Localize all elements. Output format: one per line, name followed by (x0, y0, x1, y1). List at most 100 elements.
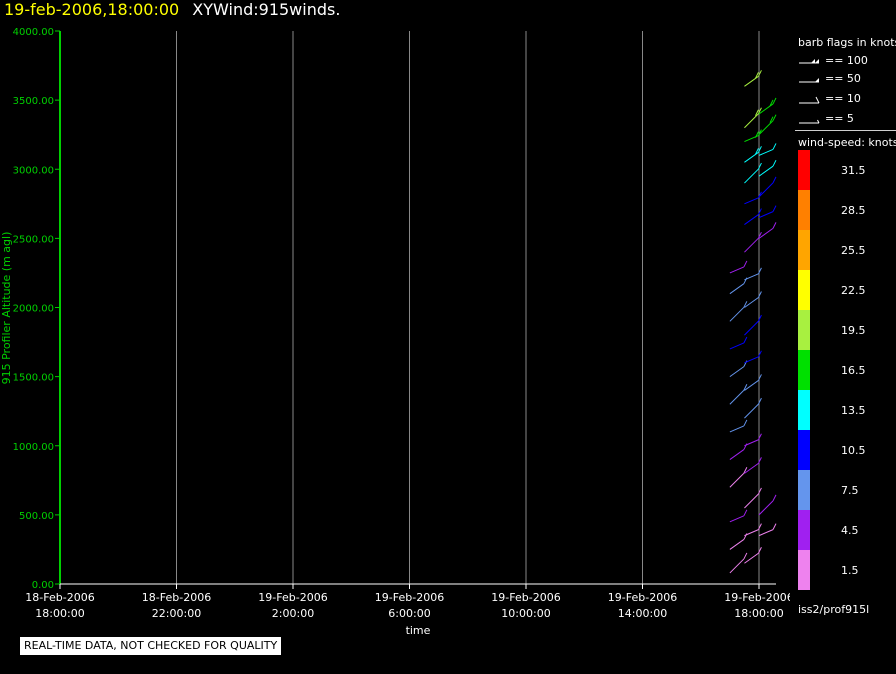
wind-barb (758, 494, 777, 516)
barb-tick (754, 148, 759, 155)
wind-barb (744, 291, 762, 308)
legend-panel: barb flags in knots == 100 == 50 == 10 =… (795, 28, 896, 624)
x-tick-label-time: 6:00:00 (388, 607, 430, 620)
wind-barb (744, 267, 762, 281)
colorbar-swatch (798, 190, 810, 230)
colorbar-swatch (798, 550, 810, 590)
barb-tick (757, 547, 762, 554)
wind-barb (729, 360, 748, 378)
barb-shaft (758, 148, 774, 156)
barb-tick (772, 114, 777, 121)
barb-shaft (729, 472, 745, 488)
barb-legend-label: == 100 (825, 54, 868, 67)
barb-tick (754, 131, 759, 138)
barb-legend-5: == 5 (797, 112, 895, 128)
barb-shaft (758, 211, 774, 219)
wind-barb-plot: 0.00 500.00 1000.00 1500.00 2000.00 2500.00 30… (0, 27, 790, 637)
barb-tick (772, 205, 777, 212)
colorbar-swatch (798, 310, 810, 350)
wind-barb (744, 374, 762, 391)
x-tick-label-time: 18:00:00 (734, 607, 783, 620)
wind-barb (729, 260, 748, 274)
colorbar-label: 1.5 (841, 564, 859, 577)
barb-shaft (729, 283, 745, 295)
header-title: XYWind:915winds. (192, 0, 341, 19)
barb-shaft (744, 380, 759, 391)
wind-barbs (729, 70, 777, 574)
barb-legend-label: == 10 (825, 92, 861, 105)
barb-flag-50-icon (799, 78, 819, 83)
barb-tick (769, 116, 774, 123)
barb-tick (757, 314, 762, 322)
grid-lines (176, 31, 760, 584)
axes: 0.00 500.00 1000.00 1500.00 2000.00 2500.00 30… (13, 27, 790, 620)
wind-barb (744, 231, 762, 253)
y-axis-label: 915 Profiler Altitude (m agl) (0, 232, 13, 385)
source-label: iss2/prof915l (798, 603, 870, 616)
y-tick-label: 3000.00 (13, 165, 54, 176)
wind-barb (744, 70, 762, 87)
legend-divider (795, 130, 896, 131)
x-tick-label-time: 10:00:00 (501, 607, 550, 620)
wind-barb (729, 301, 748, 322)
barb-shaft (744, 320, 759, 336)
barb-legend-10: == 10 (797, 92, 895, 108)
x-tick-label-date: 18-Feb-2006 (142, 591, 211, 604)
wind-barb (758, 205, 777, 219)
barb-shaft (744, 214, 759, 225)
barb-tick (743, 552, 748, 560)
barb-shaft (744, 529, 759, 537)
barb-shaft (729, 266, 745, 274)
barb-tick (757, 374, 762, 381)
x-tick-label-date: 19-Feb-2006 (491, 591, 560, 604)
barb-tick (743, 336, 748, 344)
x-tick-label-date: 19-Feb-2006 (375, 591, 444, 604)
barb-tick (769, 99, 774, 107)
barb-tick (772, 222, 777, 229)
colorbar-label: 28.5 (841, 204, 866, 217)
wind-barb (744, 162, 762, 184)
wind-barb (744, 457, 762, 474)
wind-barb (744, 547, 762, 564)
barb-shaft (729, 389, 745, 405)
wind-barb (729, 419, 748, 433)
barb-shaft (729, 539, 745, 550)
y-tick-label: 2000.00 (13, 304, 54, 315)
x-tick-label-time: 2:00:00 (272, 607, 314, 620)
colorbar-label: 22.5 (841, 284, 866, 297)
barb-tick (743, 384, 748, 391)
colorbar-label: 10.5 (841, 444, 866, 457)
barb-legend-label: == 50 (825, 72, 861, 85)
barb-tick (772, 176, 777, 184)
barb-shaft (744, 113, 759, 129)
barb-tick (757, 487, 762, 495)
barb-tick (757, 397, 762, 405)
x-tick-label-date: 18-Feb-2006 (25, 591, 94, 604)
wind-barb (744, 146, 762, 163)
quality-note: REAL-TIME DATA, NOT CHECKED FOR QUALITY (20, 637, 282, 655)
y-tick-label: 1000.00 (13, 442, 54, 453)
plot-header: 19-feb-2006,18:00:00 XYWind:915winds. (4, 0, 340, 24)
wind-barb (744, 208, 762, 225)
wind-barb (729, 384, 748, 405)
barb-tick (743, 467, 748, 474)
y-tick-label: 0.00 (32, 580, 54, 591)
barb-tick (757, 70, 762, 77)
wind-barb (729, 552, 748, 574)
y-tick-label: 2500.00 (13, 234, 54, 245)
x-tick-label-date: 19-Feb-2006 (724, 591, 790, 604)
wind-barb (758, 114, 777, 136)
colorbar-label: 13.5 (841, 404, 866, 417)
barb-tick (757, 162, 762, 170)
wind-barb (758, 523, 777, 537)
barb-shaft (729, 449, 745, 460)
barb-tick (757, 267, 762, 275)
barb-tick (757, 291, 762, 298)
barb-shaft (758, 165, 774, 177)
barb-tick (743, 509, 748, 517)
barb-10-icon (799, 96, 820, 104)
colorbar-swatch (798, 430, 810, 470)
wind-barb (729, 336, 748, 350)
x-tick-label-date: 19-Feb-2006 (608, 591, 677, 604)
wind-barb (744, 107, 762, 129)
